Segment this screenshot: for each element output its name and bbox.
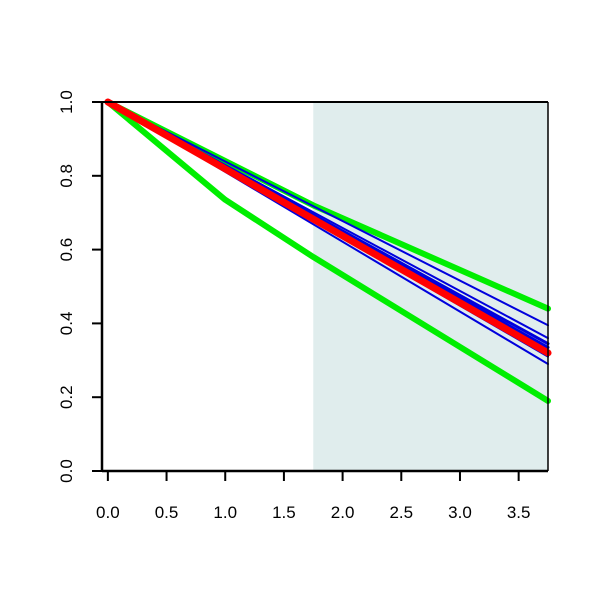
y-tick-label: 1.0 [57, 90, 76, 114]
y-tick-label: 0.8 [57, 164, 76, 188]
x-tick-label: 1.0 [213, 503, 237, 522]
plot-area [104, 98, 552, 404]
series-line-red [104, 98, 552, 357]
x-tick-label: 3.5 [507, 503, 531, 522]
y-tick-label: 0.0 [57, 459, 76, 483]
axes: 0.0 0.5 1.0 1.5 2.0 2.5 3.0 3.5 0.0 0.2 0.4 0.6 0.8 1… [57, 90, 549, 522]
x-tick-label: 0.0 [96, 503, 120, 522]
y-tick-label: 0.4 [57, 312, 76, 336]
x-tick-label: 3.0 [448, 503, 472, 522]
x-tick-label: 0.5 [155, 503, 179, 522]
y-tick-label: 0.6 [57, 238, 76, 262]
x-tick-label: 2.0 [331, 503, 355, 522]
y-tick-label: 0.2 [57, 385, 76, 409]
series-line-green-lower [104, 99, 551, 404]
x-tick-label: 1.5 [272, 503, 296, 522]
series-line-blue-1 [106, 101, 549, 327]
x-tick-label: 2.5 [389, 503, 413, 522]
